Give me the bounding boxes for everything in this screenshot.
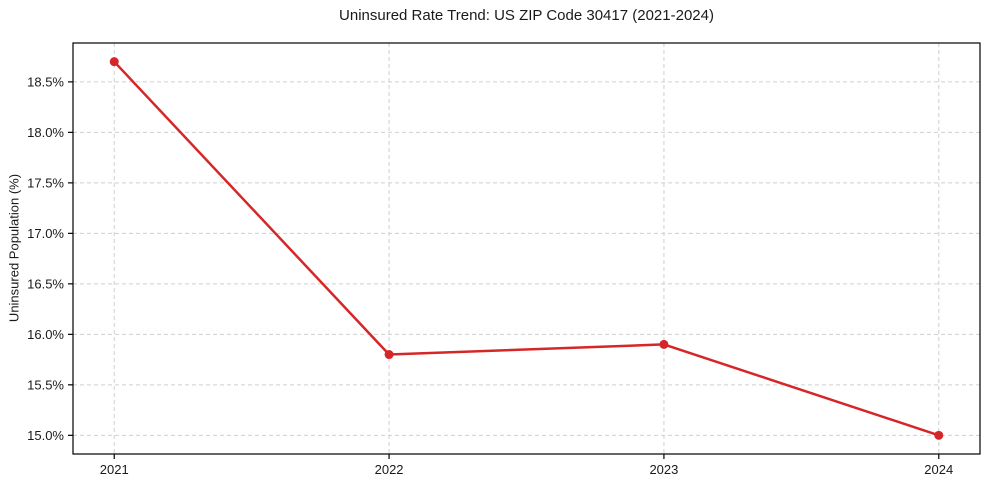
chart-title: Uninsured Rate Trend: US ZIP Code 30417 … [339, 7, 714, 24]
y-tick-label: 18.5% [27, 74, 64, 89]
data-point [384, 350, 394, 360]
plot-frame [72, 42, 981, 455]
y-tick-label: 15.5% [27, 377, 64, 392]
y-tick-label: 17.5% [27, 175, 64, 190]
y-tick-label: 16.5% [27, 276, 64, 291]
y-tick-label: 15.0% [27, 428, 64, 443]
y-tick-label: 17.0% [27, 226, 64, 241]
x-tick-label: 2024 [924, 462, 953, 477]
y-tick-label: 16.0% [27, 327, 64, 342]
x-tick-label: 2021 [100, 462, 129, 477]
x-tick-label: 2023 [649, 462, 678, 477]
y-tick-label: 18.0% [27, 125, 64, 140]
data-point [109, 57, 119, 67]
data-line [112, 60, 941, 437]
data-point [659, 339, 669, 349]
x-tick-label: 2022 [375, 462, 404, 477]
data-point [934, 430, 944, 440]
